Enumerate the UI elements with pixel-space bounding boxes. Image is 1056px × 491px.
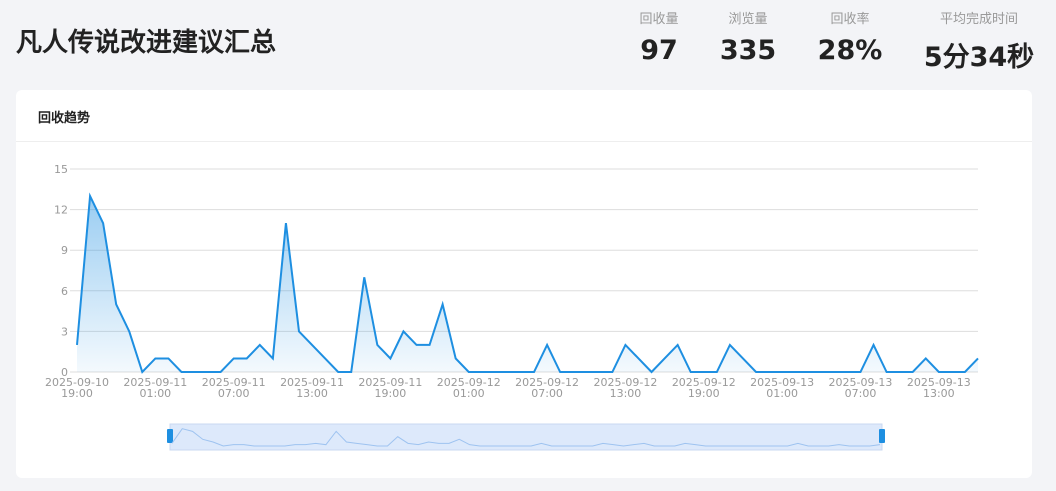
x-tick-label: 2025-09-11 07:00	[202, 376, 266, 400]
x-tick-label: 2025-09-12 01:00	[437, 376, 501, 400]
stat-value: 5分34秒	[923, 42, 1035, 73]
page-title: 凡人传说改进建议汇总	[16, 28, 277, 58]
stat: 回收量 97	[628, 8, 690, 66]
y-tick-label: 3	[61, 325, 68, 338]
card: 回收趋势	[16, 90, 1032, 478]
zoom-handle[interactable]	[879, 429, 885, 443]
stat-label: 浏览量	[728, 12, 768, 27]
x-tick-label: 2025-09-13 07:00	[829, 376, 893, 400]
y-tick-label: 9	[61, 244, 68, 257]
y-tick-label: 0	[61, 366, 68, 379]
card-title: 回收趋势	[38, 111, 91, 126]
stat-value: 97	[640, 35, 678, 66]
y-tick-label: 15	[54, 163, 68, 176]
stat: 浏览量 335	[712, 8, 784, 66]
divider	[16, 141, 1032, 142]
x-tick-label: 2025-09-13 13:00	[907, 376, 971, 400]
x-tick-label: 2025-09-10 19:00	[45, 376, 109, 400]
x-tick-label: 2025-09-13 01:00	[750, 376, 814, 400]
stat-value: 28%	[817, 35, 883, 66]
stat: 回收率 28%	[808, 8, 892, 66]
y-tick-label: 6	[61, 285, 68, 298]
line	[76, 192, 979, 374]
x-tick-label: 2025-09-12 13:00	[593, 376, 657, 400]
x-tick-label: 2025-09-11 01:00	[123, 376, 187, 400]
stat: 平均完成时间 5分34秒	[916, 8, 1042, 74]
y-tick-label: 12	[54, 204, 68, 217]
x-tick-label: 2025-09-11 19:00	[358, 376, 422, 400]
area	[77, 196, 978, 372]
stat-label: 平均完成时间	[939, 12, 1018, 27]
stat-label: 回收率	[830, 12, 870, 27]
zoom-handle[interactable]	[167, 429, 173, 443]
stat-value: 335	[719, 35, 777, 66]
x-tick-label: 2025-09-12 19:00	[672, 376, 736, 400]
x-tick-label: 2025-09-11 13:00	[280, 376, 344, 400]
stat-label: 回收量	[639, 12, 679, 27]
zoom-preview-line	[171, 428, 881, 447]
x-tick-label: 2025-09-12 07:00	[515, 376, 579, 400]
